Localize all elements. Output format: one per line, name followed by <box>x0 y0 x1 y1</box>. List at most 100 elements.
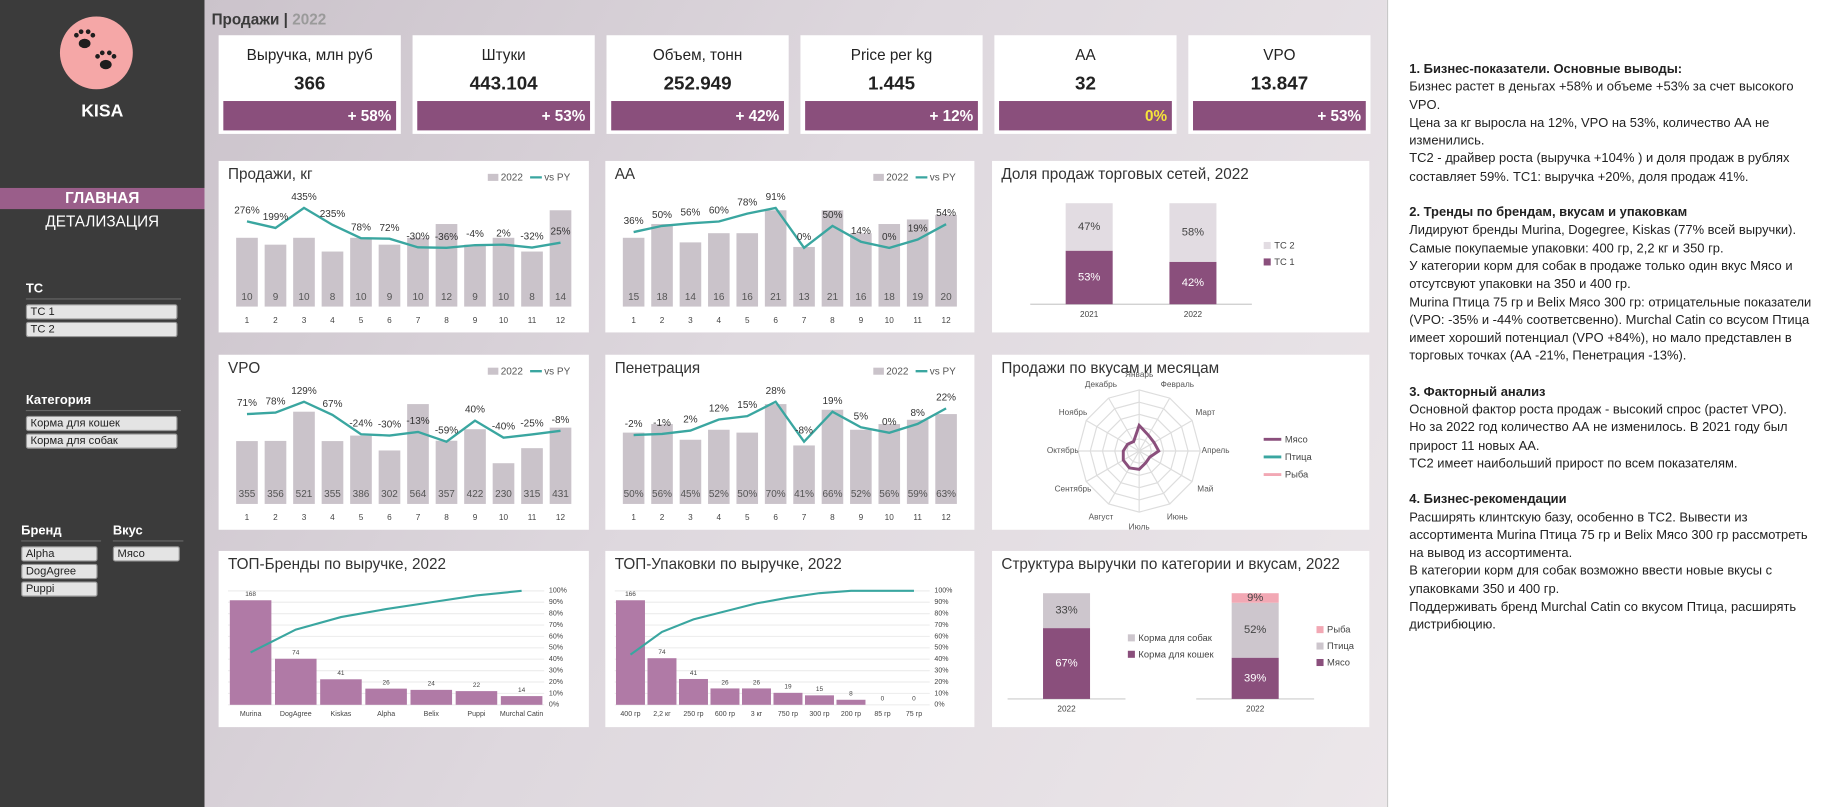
radar-label: Май <box>1197 484 1214 493</box>
x-tick-label: 8 <box>444 513 449 522</box>
legend-swatch <box>873 173 884 181</box>
x-tick-label: 8 <box>830 513 835 522</box>
line-label: -4% <box>466 229 484 240</box>
bar-label: 59% <box>908 489 928 500</box>
line-label: 91% <box>766 192 786 203</box>
bar-label: 386 <box>353 489 370 500</box>
bar <box>549 210 572 307</box>
bar-label: 18 <box>884 292 896 303</box>
x-tick-label: Belix <box>424 711 440 718</box>
bar-segment <box>1169 203 1217 262</box>
bar-label: 42% <box>1182 277 1204 289</box>
note-heading: 2. Тренды по брендам, вкусам и упаковкам <box>1409 205 1688 220</box>
kpi-card: Штуки 443.104 + 53% <box>412 35 595 134</box>
bar-label: 16 <box>855 292 867 303</box>
chart: ТОП-Упаковки по выручке, 2022 0% 10% 20% 30%… <box>614 556 953 718</box>
radar-spoke <box>1108 450 1140 505</box>
x-tick-label: Murchal Catin <box>500 711 544 718</box>
x-tick-label: 10 <box>885 513 895 522</box>
bar <box>736 432 759 504</box>
bar <box>764 404 787 504</box>
bar-label: 422 <box>467 489 484 500</box>
y2-tick-label: 0% <box>934 702 945 709</box>
note-text: Расширять клинтскую базу, особенно в ТС2… <box>1409 510 1808 561</box>
nav-item[interactable]: ДЕТАЛИЗАЦИЯ <box>45 212 160 231</box>
legend-label: Корма для собак <box>1138 632 1212 643</box>
filter-item[interactable]: ТС 2 <box>25 321 178 338</box>
x-tick-label: 6 <box>773 316 778 325</box>
chart-title: Структура выручки по категории и вкусам,… <box>1001 556 1339 573</box>
logo <box>59 16 133 90</box>
bar-segment <box>1043 628 1091 699</box>
bar <box>521 448 543 504</box>
x-tick-label: 9 <box>473 316 478 325</box>
filter-item[interactable]: Puppi <box>21 581 98 597</box>
bar-label: 41 <box>337 670 345 677</box>
line-label: -40% <box>492 422 515 433</box>
legend-label: Птица <box>1327 640 1355 651</box>
line-label: 129% <box>291 386 317 397</box>
y2-tick-label: 30% <box>934 667 949 674</box>
bar-label: 74 <box>658 649 666 656</box>
x-tick-label: 1 <box>631 316 636 325</box>
line-label: 0% <box>882 232 897 243</box>
nav-item-active[interactable]: ГЛАВНАЯ <box>0 187 205 210</box>
bar-label: 14 <box>518 687 526 694</box>
bar <box>850 233 872 307</box>
page-header: Продажи | 2022 <box>212 11 327 29</box>
bar-label: 50% <box>737 489 757 500</box>
legend-label: vs PY <box>544 173 570 184</box>
bar <box>407 404 429 504</box>
bar-label: 52% <box>709 489 729 500</box>
bar-label: 26 <box>383 679 391 686</box>
kpi-card: VPO 13.847 + 53% <box>1188 35 1371 134</box>
chart: Доля продаж торговых сетей, 2022 53% 47% 20… <box>1001 166 1294 319</box>
filter-item[interactable]: ТС 1 <box>25 304 178 320</box>
line-label: -8% <box>795 426 813 437</box>
bar <box>378 450 401 504</box>
note-text: ТС2 - драйвер роста (выручка +104% ) и д… <box>1409 152 1790 185</box>
line-label: 276% <box>234 205 260 216</box>
line-label: -1% <box>653 418 671 429</box>
line-label: 56% <box>680 207 700 218</box>
line-label: -24% <box>349 418 372 429</box>
note-text: Поддерживать бренд Murchal Catin со вкус… <box>1409 600 1797 633</box>
line-label: 435% <box>291 192 317 203</box>
legend-label: vs PY <box>930 366 956 377</box>
bar <box>320 679 362 705</box>
line-label: 50% <box>652 210 672 221</box>
chart: Структура выручки по категории и вкусам,… <box>1001 556 1355 714</box>
chart-card: Доля продаж торговых сетей, 2022 53% 47% 20… <box>992 160 1370 333</box>
bar <box>622 432 645 504</box>
x-tick-label: 250 гр <box>683 711 703 718</box>
filter-item[interactable]: Корма для кошек <box>25 415 178 432</box>
filter-item[interactable]: DogAgree <box>21 563 98 580</box>
filter-item[interactable]: Alpha <box>21 546 98 562</box>
note-section: 4. Бизнес-рекомендации Расширять клинтску… <box>1409 491 1823 635</box>
bar <box>464 244 486 307</box>
legend-swatch <box>487 173 499 181</box>
filter-item[interactable]: Мясо <box>112 546 180 562</box>
cumulative-line <box>629 589 914 656</box>
kpi-value: 366 <box>294 74 326 94</box>
legend-label: vs PY <box>544 366 570 377</box>
bar <box>407 237 429 307</box>
bar <box>236 237 258 307</box>
bar-label: 431 <box>552 489 569 500</box>
bar <box>878 224 901 307</box>
x-tick-label: 85 гр <box>874 711 890 718</box>
kpi-card: АА 32 0% <box>994 35 1177 134</box>
chart-title: ТОП-Бренды по выручке, 2022 <box>228 556 446 573</box>
bar <box>492 237 515 307</box>
x-tick-label: 10 <box>885 316 895 325</box>
x-tick-label: 5 <box>359 513 364 522</box>
x-tick-label: 600 гр <box>715 711 735 718</box>
y2-tick-label: 0% <box>549 702 560 709</box>
line-label: 28% <box>766 386 786 397</box>
filter-item[interactable]: Корма для собак <box>25 433 178 449</box>
bar-label: 53% <box>1078 271 1100 283</box>
bar-label: 74 <box>292 650 300 657</box>
bar-label: 19 <box>912 292 924 303</box>
x-tick-label: 200 гр <box>841 711 861 718</box>
